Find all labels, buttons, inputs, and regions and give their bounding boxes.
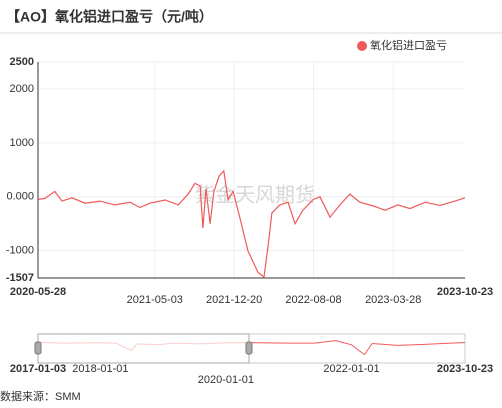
navigator-tick-label: 2023-10-23	[437, 363, 493, 375]
navigator-handle[interactable]	[34, 341, 42, 355]
y-tick-label: 2000	[10, 83, 34, 95]
navigator-tick-label: 2022-01-01	[323, 363, 379, 375]
x-tick-label: 2021-05-03	[127, 294, 183, 306]
y-tick-label: 0.000	[6, 191, 34, 203]
x-tick-label: 2021-12-20	[206, 294, 262, 306]
navigator-tick-label: 2017-01-03	[10, 363, 66, 375]
x-tick-label: 2023-10-23	[437, 286, 493, 298]
chart-title: 【AO】氧化铝进口盈亏（元/吨）	[6, 9, 213, 25]
y-tick-label: -1507	[6, 272, 34, 284]
x-tick-label: 2023-03-28	[365, 294, 421, 306]
navigator-tick-label: 2018-01-01	[72, 363, 128, 375]
y-tick-label: 2500	[10, 56, 34, 68]
navigator-handle[interactable]	[245, 341, 253, 355]
watermark: 紫金天风期货	[195, 183, 315, 206]
source-note: 数据来源：SMM	[0, 389, 81, 403]
legend-label: 氧化铝进口盈亏	[370, 38, 447, 52]
x-tick-label: 2022-08-08	[285, 294, 341, 306]
navigator-selection	[37, 333, 250, 364]
navigator-tick-label: 2020-01-01	[198, 374, 254, 386]
data-line	[37, 169, 466, 279]
y-tick-label: 1000	[10, 137, 34, 149]
y-tick-label: -1000	[6, 245, 34, 257]
x-tick-label: 2020-05-28	[10, 286, 66, 298]
legend-marker	[357, 41, 367, 51]
